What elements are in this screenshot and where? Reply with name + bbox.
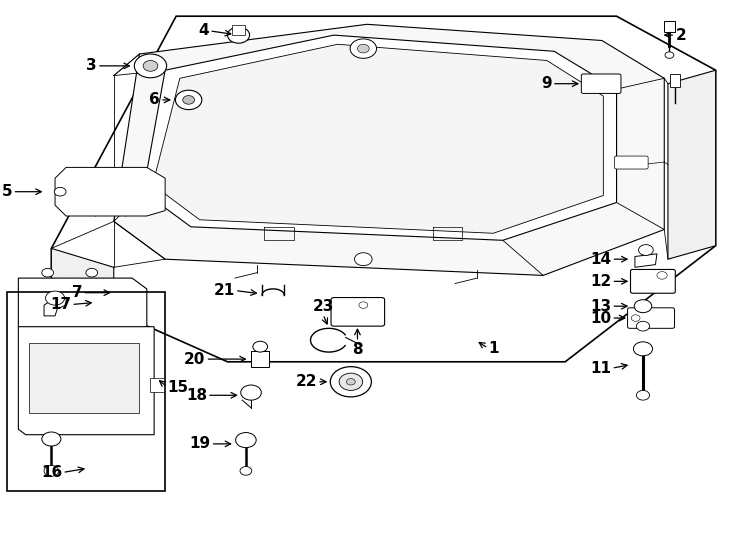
Polygon shape — [153, 44, 603, 233]
Circle shape — [350, 39, 377, 58]
Polygon shape — [251, 351, 269, 367]
Text: 3: 3 — [87, 58, 97, 73]
Text: 11: 11 — [590, 361, 611, 376]
Polygon shape — [55, 167, 165, 216]
Circle shape — [241, 385, 261, 400]
Circle shape — [44, 465, 59, 476]
Circle shape — [175, 90, 202, 110]
FancyBboxPatch shape — [331, 298, 385, 326]
Text: 5: 5 — [2, 184, 12, 199]
Text: 4: 4 — [199, 23, 209, 38]
Circle shape — [636, 321, 650, 331]
Circle shape — [636, 390, 650, 400]
Text: 23: 23 — [312, 299, 334, 314]
FancyBboxPatch shape — [628, 308, 675, 328]
Circle shape — [359, 302, 368, 308]
Circle shape — [633, 342, 653, 356]
Text: 18: 18 — [186, 388, 207, 403]
Circle shape — [631, 315, 640, 321]
Text: 21: 21 — [214, 283, 235, 298]
Circle shape — [252, 341, 267, 352]
Text: 6: 6 — [149, 92, 160, 107]
Bar — [232, 25, 245, 35]
Text: 22: 22 — [296, 374, 317, 389]
Circle shape — [357, 44, 369, 53]
Text: 12: 12 — [590, 274, 611, 289]
FancyBboxPatch shape — [581, 74, 621, 93]
FancyBboxPatch shape — [614, 156, 648, 169]
Text: 1: 1 — [488, 341, 498, 356]
Polygon shape — [44, 298, 66, 316]
Circle shape — [665, 52, 674, 58]
Polygon shape — [668, 70, 716, 259]
Circle shape — [42, 268, 54, 277]
Circle shape — [634, 300, 652, 313]
Circle shape — [143, 60, 158, 71]
Text: 7: 7 — [72, 285, 82, 300]
Bar — [29, 343, 139, 413]
Circle shape — [240, 467, 252, 475]
Polygon shape — [114, 24, 664, 275]
Bar — [150, 378, 164, 392]
Text: 9: 9 — [542, 76, 552, 91]
Polygon shape — [635, 254, 657, 267]
Circle shape — [639, 245, 653, 255]
Bar — [664, 21, 675, 32]
Bar — [7, 292, 165, 491]
Circle shape — [330, 367, 371, 397]
Circle shape — [236, 433, 256, 448]
Polygon shape — [51, 248, 114, 302]
Text: 10: 10 — [590, 310, 611, 326]
Text: 8: 8 — [352, 342, 363, 357]
Polygon shape — [18, 278, 147, 338]
Polygon shape — [143, 35, 617, 240]
Text: 15: 15 — [167, 380, 189, 395]
Text: 17: 17 — [50, 297, 71, 312]
FancyBboxPatch shape — [631, 269, 675, 293]
Text: 14: 14 — [590, 252, 611, 267]
Polygon shape — [51, 16, 716, 362]
Circle shape — [134, 54, 167, 78]
Text: 19: 19 — [189, 436, 211, 451]
Circle shape — [54, 187, 66, 196]
Circle shape — [42, 432, 61, 446]
Text: 16: 16 — [41, 465, 62, 480]
Text: 13: 13 — [590, 299, 611, 314]
Circle shape — [228, 27, 250, 43]
Circle shape — [657, 272, 667, 279]
Circle shape — [86, 268, 98, 277]
Text: 2: 2 — [675, 28, 686, 43]
Bar — [670, 74, 680, 87]
Circle shape — [346, 379, 355, 385]
Polygon shape — [18, 327, 154, 435]
Circle shape — [46, 291, 65, 305]
Circle shape — [183, 96, 195, 104]
Text: 20: 20 — [184, 352, 206, 367]
Circle shape — [339, 373, 363, 390]
Circle shape — [355, 253, 372, 266]
